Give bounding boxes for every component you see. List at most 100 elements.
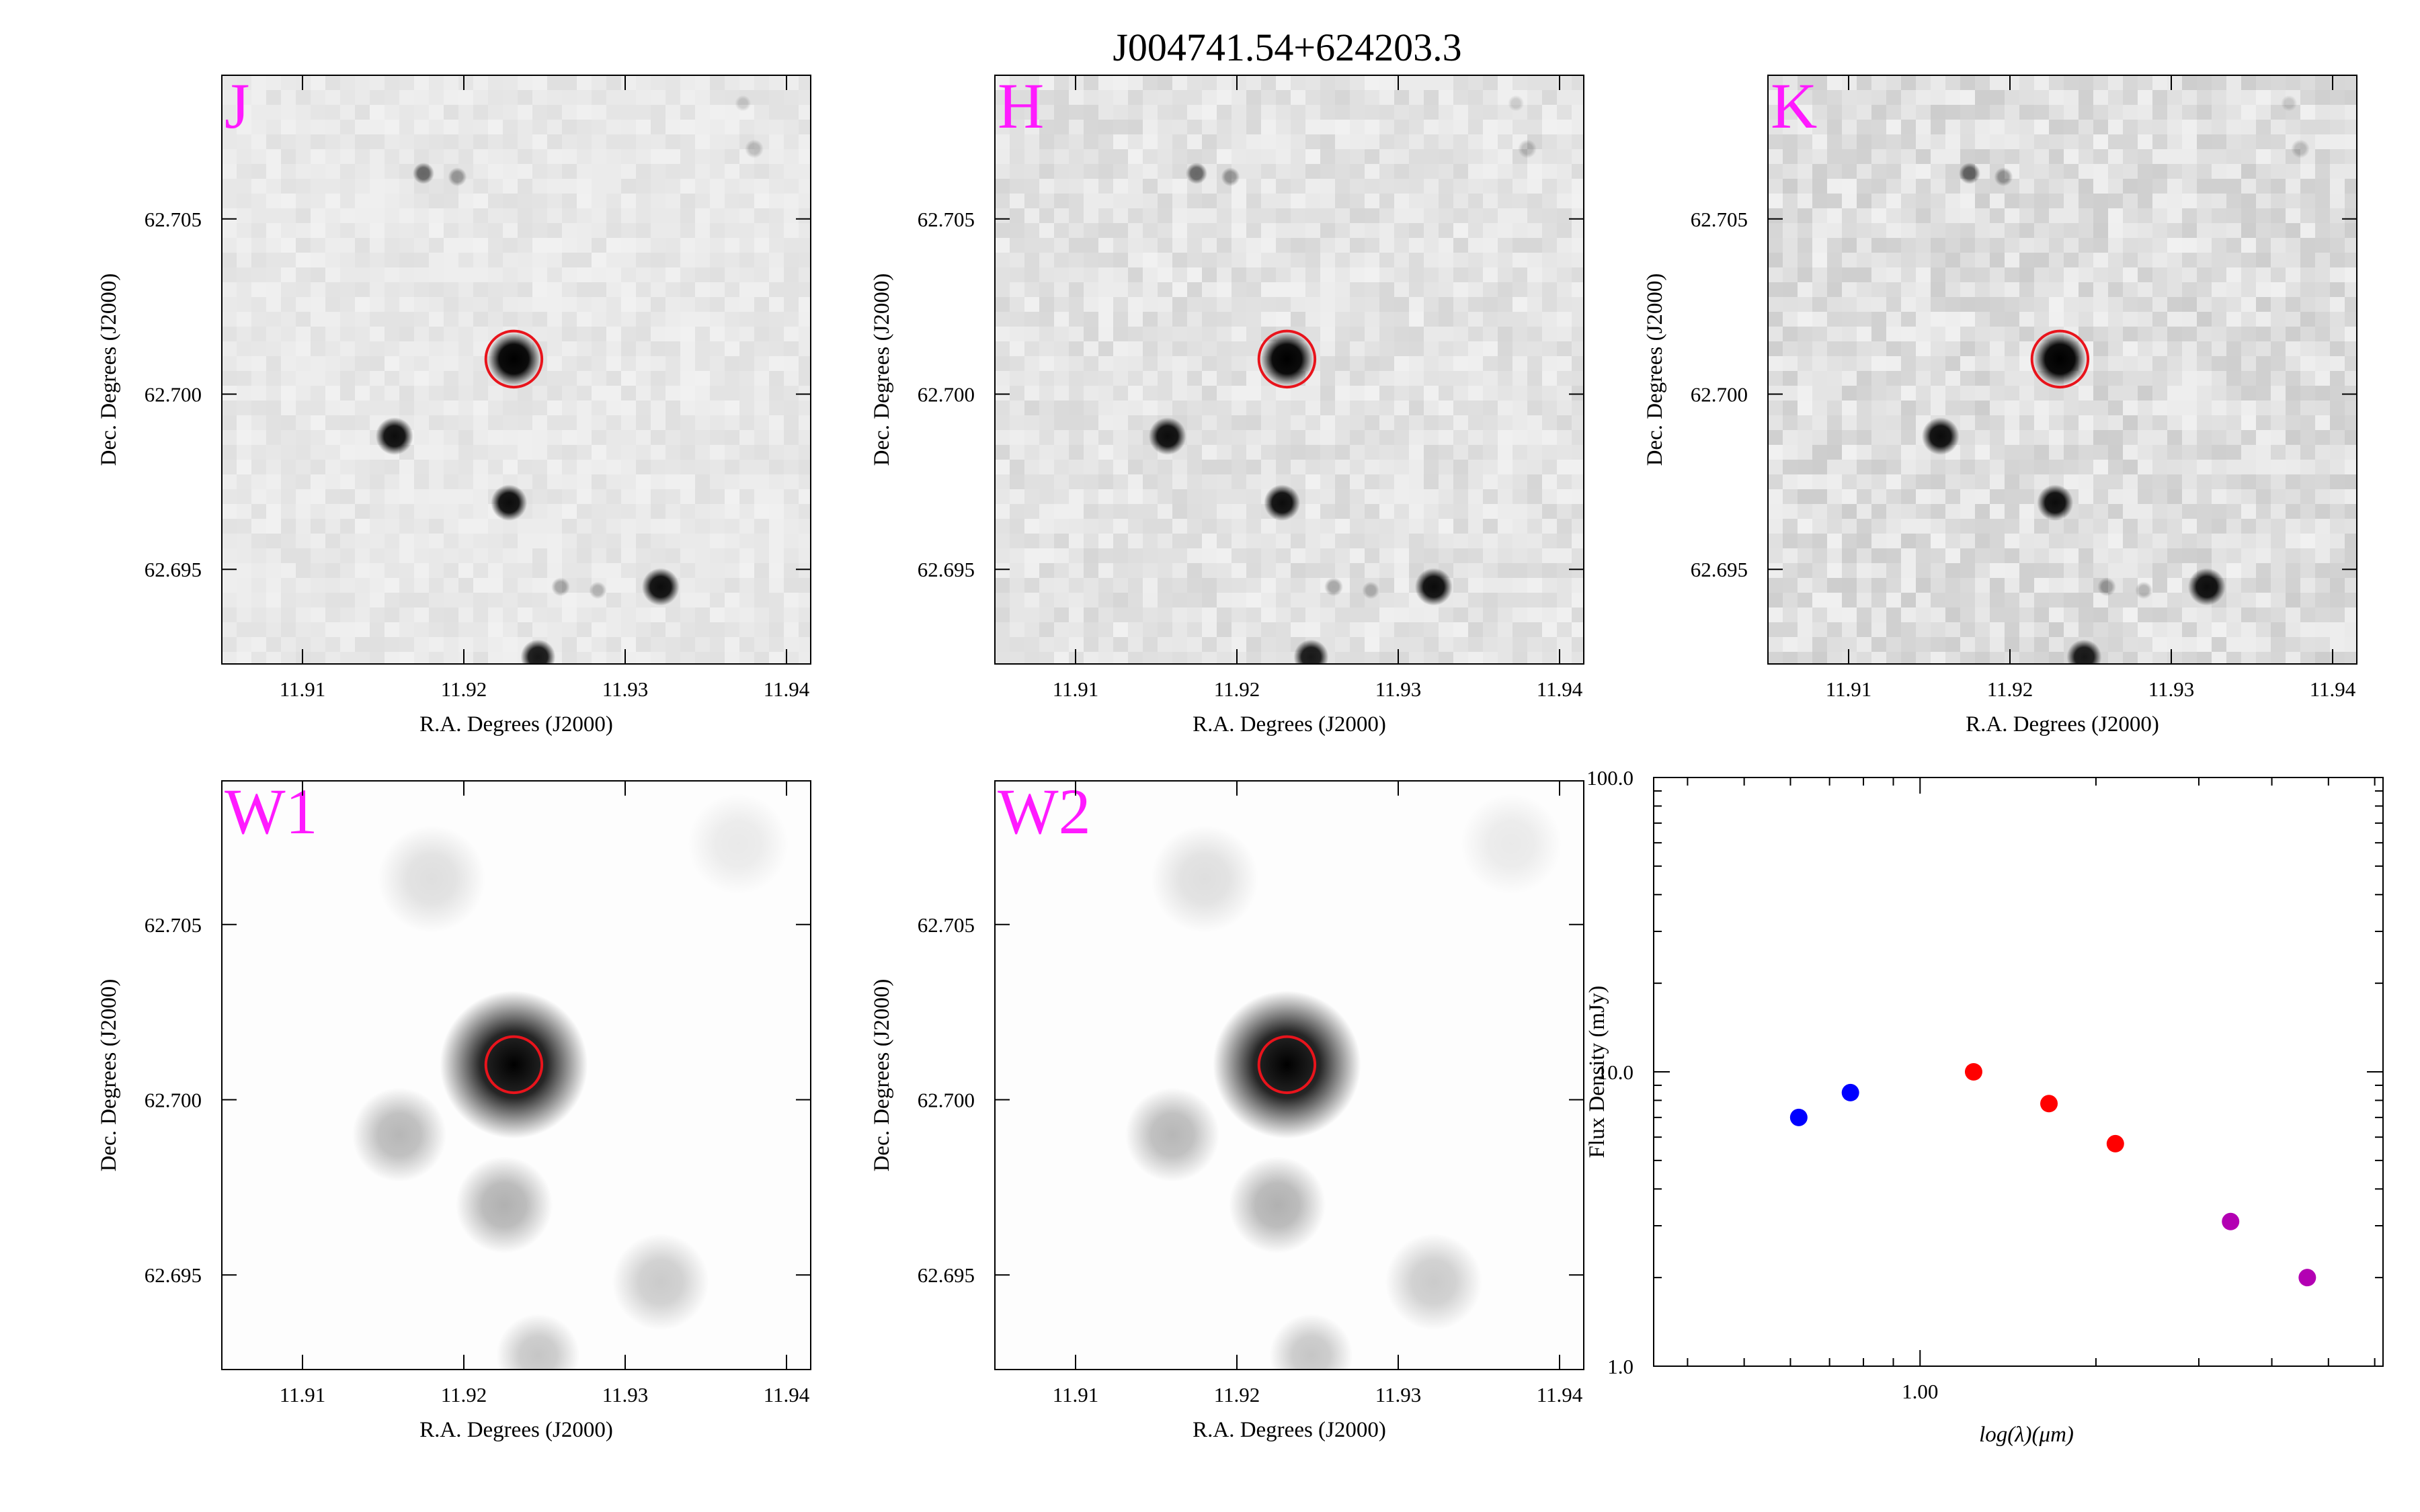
source-blob (2281, 95, 2298, 112)
target-circle (484, 1035, 544, 1095)
target-circle (484, 329, 544, 389)
x-tick-label: 11.94 (764, 677, 810, 701)
image-panel-h: H 11.91 11.92 11.93 11.94 62.695 62.700 62.705 R… (870, 70, 1584, 737)
panel-frame (221, 780, 811, 1370)
x-tick-label: 11.91 (1053, 1383, 1099, 1406)
y-axis-title: Dec. Degrees (J2000) (870, 979, 894, 1172)
source-blob (1148, 417, 1186, 456)
x-tick-label: 11.92 (1214, 1383, 1260, 1406)
data-point (2222, 1212, 2240, 1230)
source-blob (491, 485, 528, 521)
data-point (2040, 1095, 2058, 1113)
source-blob (413, 163, 434, 184)
source-blob (2135, 581, 2153, 599)
image-panel-w2: W2 11.91 11.92 11.93 11.94 62.695 62.700 62.705… (870, 775, 1584, 1442)
y-tick-label: 62.700 (145, 1089, 202, 1112)
x-axis-title: R.A. Degrees (J2000) (1193, 712, 1386, 737)
data-point (1789, 1108, 1808, 1126)
source-blob (1125, 1087, 1219, 1182)
source-blob (1414, 568, 1453, 606)
source-blob (1508, 95, 1525, 112)
source-blob (448, 167, 467, 187)
y-tick-label: 62.705 (145, 913, 202, 937)
band-label: W2 (998, 775, 1091, 847)
source-blob (496, 1314, 580, 1370)
data-point (1964, 1063, 1982, 1081)
x-tick-label: 11.93 (602, 677, 649, 701)
y-tick-label: 1.0 (1607, 1355, 1634, 1378)
source-blob (1959, 163, 1980, 184)
x-tick-label: 11.91 (280, 677, 326, 701)
sky-image (222, 75, 811, 664)
source-blob (520, 639, 556, 664)
data-point (2298, 1269, 2316, 1287)
source-blob (1213, 991, 1361, 1139)
source-blob (1229, 1156, 1326, 1253)
y-tick-label: 62.695 (1691, 558, 1748, 581)
x-axis-title: R.A. Degrees (J2000) (1193, 1418, 1386, 1442)
image-panel-w1: W1 11.91 11.92 11.93 11.94 62.695 62.700 62.705… (97, 775, 811, 1442)
y-tick-label: 10.0 (1597, 1060, 1634, 1084)
y-tick-label: 62.700 (145, 383, 202, 407)
x-axis-title: log(λ)(μm) (1979, 1423, 2074, 1447)
x-tick-label: 11.94 (2310, 677, 2356, 701)
source-blob (2033, 332, 2087, 386)
x-tick-label: 11.94 (1537, 1383, 1583, 1406)
panel-frame (994, 780, 1584, 1370)
y-axis-title: Flux Density (mJy) (1585, 986, 1609, 1159)
x-tick-label: 11.91 (1053, 677, 1099, 701)
x-tick-label: 11.91 (280, 1383, 326, 1406)
sky-image (1768, 75, 2357, 664)
source-blob (456, 1156, 553, 1253)
source-blob (1385, 1233, 1482, 1331)
x-tick-label: 11.92 (441, 677, 487, 701)
target-circle (1257, 329, 1317, 389)
y-tick-label: 62.700 (1691, 383, 1748, 407)
target-circle (2030, 329, 2090, 389)
x-tick-label: 11.92 (1987, 677, 2033, 701)
x-tick-label: 11.92 (441, 1383, 487, 1406)
y-tick-label: 62.705 (145, 208, 202, 231)
sky-image (995, 781, 1584, 1370)
source-blob (688, 793, 789, 894)
y-tick-label: 62.700 (918, 1089, 975, 1112)
source-blob (1921, 417, 1960, 456)
source-blob (1518, 139, 1537, 159)
band-label: J (225, 70, 249, 142)
source-blob (1186, 163, 1207, 184)
target-circle (1257, 1035, 1317, 1095)
panel-frame (221, 75, 811, 665)
x-tick-label: 1.00 (1902, 1380, 1938, 1403)
x-tick-label: 11.94 (764, 1383, 810, 1406)
data-point (1841, 1083, 1859, 1101)
band-label: K (1771, 70, 1817, 142)
x-axis-title: R.A. Degrees (J2000) (1966, 712, 2159, 737)
y-tick-label: 62.695 (918, 558, 975, 581)
x-tick-label: 11.94 (1537, 677, 1583, 701)
source-blob (375, 417, 413, 456)
source-blob (1221, 167, 1240, 187)
y-tick-label: 62.695 (145, 558, 202, 581)
x-axis-title: R.A. Degrees (J2000) (419, 712, 613, 737)
y-tick-label: 62.695 (145, 1263, 202, 1287)
x-axis-title: R.A. Degrees (J2000) (419, 1418, 613, 1442)
y-tick-label: 62.705 (918, 208, 975, 231)
panel-frame (1767, 75, 2357, 665)
source-blob (2187, 568, 2226, 606)
x-tick-label: 11.93 (602, 1383, 649, 1406)
source-blob (1151, 825, 1258, 933)
source-blob (1362, 581, 1380, 599)
image-panel-j: J 11.91 11.92 11.93 11.94 62.695 62.700 62.705 R… (97, 70, 811, 737)
y-tick-label: 62.705 (1691, 208, 1748, 231)
source-blob (440, 991, 588, 1139)
source-blob (2066, 639, 2102, 664)
source-blob (2097, 577, 2116, 597)
y-tick-label: 62.705 (918, 913, 975, 937)
data-point (2106, 1134, 2124, 1152)
source-blob (641, 568, 680, 606)
source-blob (551, 577, 570, 597)
y-axis-title: Dec. Degrees (J2000) (97, 979, 121, 1172)
x-tick-label: 11.93 (1375, 677, 1422, 701)
source-blob (612, 1233, 709, 1331)
